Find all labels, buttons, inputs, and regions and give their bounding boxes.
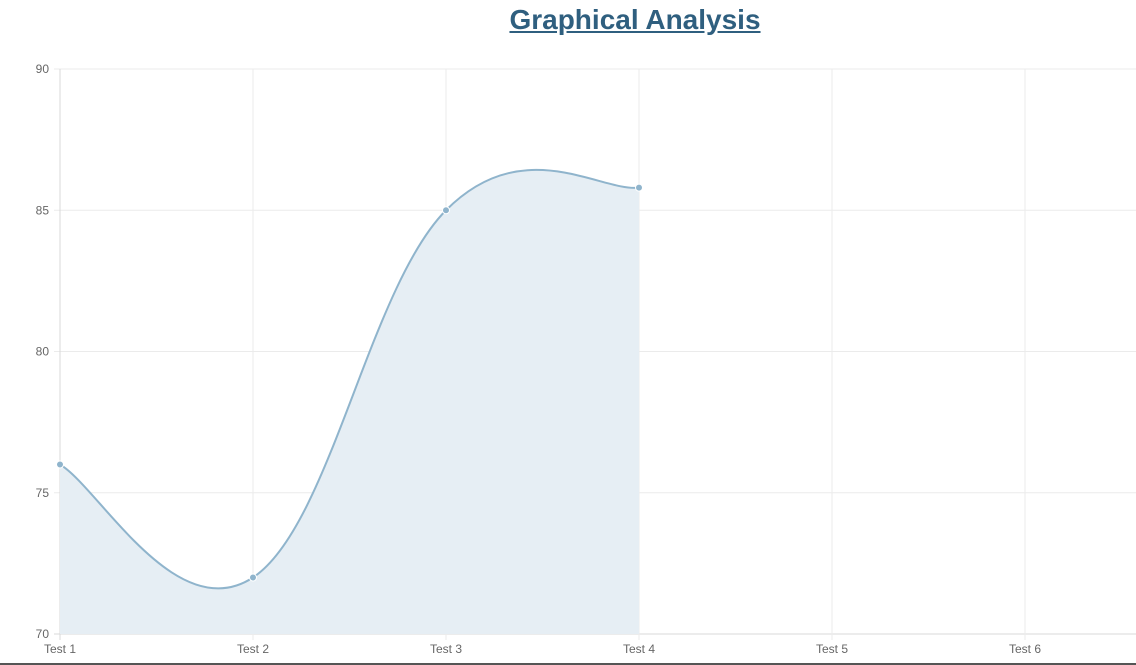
y-tick-label: 85 (36, 203, 50, 217)
x-tick-label: Test 5 (816, 642, 848, 656)
x-tick-label: Test 1 (44, 642, 76, 656)
y-tick-label: 80 (36, 345, 50, 359)
bottom-rule (0, 663, 1136, 665)
x-tick-label: Test 3 (430, 642, 462, 656)
data-point[interactable] (249, 573, 257, 582)
data-point[interactable] (635, 183, 643, 192)
x-tick-label: Test 6 (1009, 642, 1041, 656)
chart-line-layer (59, 169, 640, 590)
series-area (60, 169, 639, 634)
x-tick-label: Test 2 (237, 642, 269, 656)
y-tick-label: 90 (36, 62, 50, 76)
chart-area-layer (60, 169, 639, 634)
data-point[interactable] (56, 460, 64, 469)
y-tick-label: 75 (36, 486, 50, 500)
y-axis-ticks: 70 75 80 85 90 (36, 62, 50, 641)
x-tick-label: Test 4 (623, 642, 655, 656)
series-line (59, 169, 640, 590)
page-title: Graphical Analysis (509, 4, 761, 35)
y-tick-label: 70 (36, 627, 50, 641)
x-axis-ticks: Test 1 Test 2 Test 3 Test 4 Test 5 Test 6 (44, 642, 1041, 656)
chart-points (56, 183, 643, 582)
data-point[interactable] (442, 206, 450, 215)
